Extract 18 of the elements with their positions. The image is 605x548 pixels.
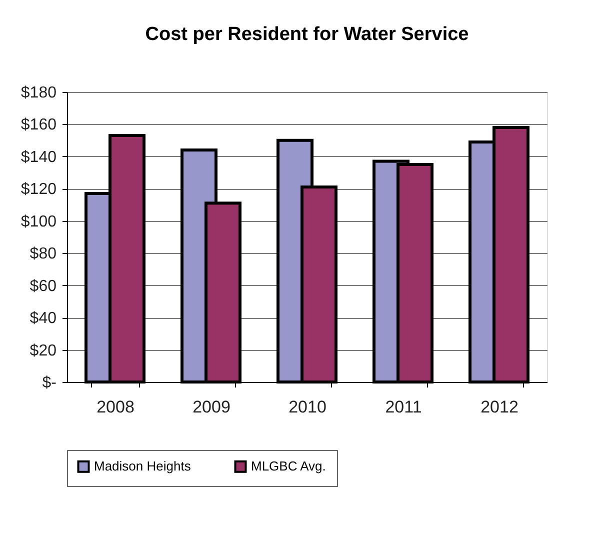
x-tick-label: 2012 <box>480 398 518 416</box>
y-tick-label: $100 <box>20 213 57 230</box>
x-tick-label: 2009 <box>192 398 230 416</box>
legend-label: Madison Heights <box>94 458 192 474</box>
x-tick-label: 2011 <box>385 398 422 416</box>
y-tick-label: $40 <box>30 310 57 328</box>
chart-title: Cost per Resident for Water Service <box>145 24 469 45</box>
y-tick-label: $- <box>42 374 56 392</box>
y-tick-label: $60 <box>30 278 57 295</box>
legend-label: MLGBC Avg. <box>251 458 326 474</box>
y-tick-label: $80 <box>30 246 57 263</box>
y-tick-label: $20 <box>30 342 57 360</box>
x-tick-label: 2010 <box>288 398 326 416</box>
y-tick-label: $140 <box>20 148 57 166</box>
y-tick-label: $120 <box>20 181 57 198</box>
x-tick-label: 2008 <box>96 398 134 416</box>
y-tick-label: $180 <box>20 84 57 102</box>
y-tick-label: $160 <box>20 116 57 134</box>
